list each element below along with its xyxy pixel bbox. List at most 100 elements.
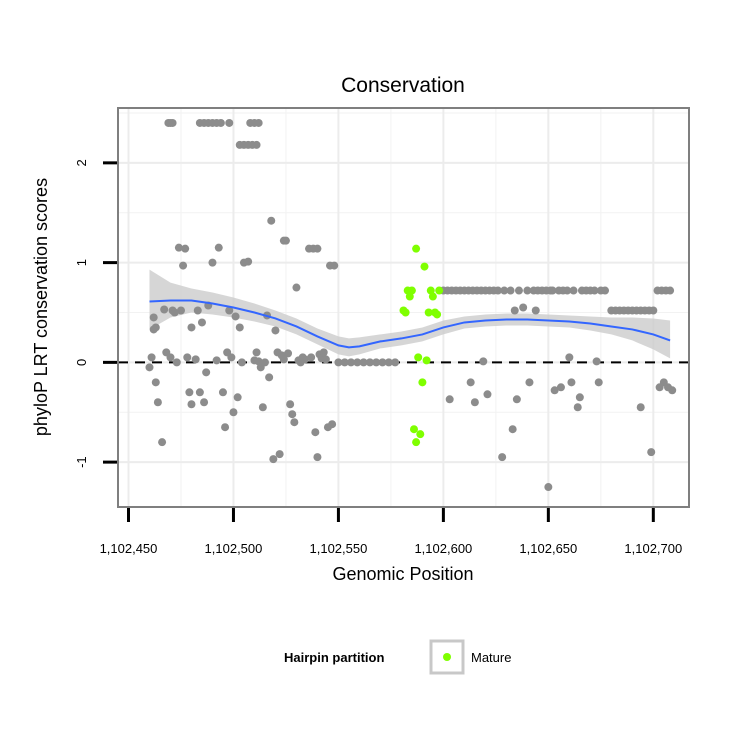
data-point <box>531 306 540 315</box>
data-point <box>391 358 400 367</box>
data-point <box>508 425 517 434</box>
data-point <box>187 323 196 332</box>
data-point <box>231 312 240 321</box>
data-point <box>668 386 677 395</box>
x-tick-label: 1,102,550 <box>310 541 368 556</box>
data-point <box>636 403 645 412</box>
data-point <box>279 355 288 364</box>
data-point <box>200 398 209 407</box>
data-point <box>483 390 492 399</box>
data-point <box>185 388 194 397</box>
data-point <box>307 353 316 362</box>
data-point <box>187 400 196 409</box>
data-point <box>260 358 269 367</box>
y-tick-label: -1 <box>74 456 89 468</box>
data-point <box>181 244 190 253</box>
y-tick-label: 0 <box>74 359 89 366</box>
data-point <box>500 286 509 295</box>
data-point <box>290 418 299 427</box>
chart-title: Conservation <box>341 74 465 97</box>
data-point <box>151 323 160 332</box>
data-point <box>330 261 339 270</box>
data-point <box>445 395 454 404</box>
data-point <box>550 386 559 395</box>
data-point <box>573 403 582 412</box>
data-point <box>258 403 267 412</box>
data-point <box>334 358 343 367</box>
data-point <box>311 428 320 437</box>
data-point <box>592 357 601 366</box>
data-point <box>565 353 574 362</box>
data-point-mature <box>435 286 444 295</box>
data-point <box>153 398 162 407</box>
data-point <box>174 243 183 252</box>
x-tick-label: 1,102,700 <box>624 541 682 556</box>
data-point <box>567 378 576 387</box>
data-point-mature <box>412 244 421 253</box>
data-point <box>151 378 160 387</box>
data-point <box>359 358 368 367</box>
data-point <box>227 353 236 362</box>
data-point <box>544 483 553 492</box>
confidence-band <box>149 269 671 359</box>
data-point <box>183 353 192 362</box>
data-point <box>179 261 188 270</box>
data-point <box>170 308 179 317</box>
data-point <box>252 348 261 357</box>
data-point <box>225 118 234 127</box>
data-point <box>590 286 599 295</box>
data-point <box>594 378 603 387</box>
data-point <box>569 286 578 295</box>
data-point <box>512 395 521 404</box>
legend-key-mature <box>443 653 451 661</box>
x-axis-title: Genomic Position <box>332 564 473 584</box>
data-point-mature <box>414 353 423 362</box>
data-point <box>666 286 675 295</box>
data-point <box>313 244 322 253</box>
data-point <box>647 448 656 457</box>
data-point-mature <box>424 308 433 317</box>
legend: Hairpin partition Mature <box>284 639 511 675</box>
data-point <box>548 286 557 295</box>
data-point <box>202 368 211 377</box>
data-point <box>237 358 246 367</box>
data-point-mature <box>433 310 442 319</box>
data-point <box>493 286 502 295</box>
data-point <box>321 355 330 364</box>
data-point <box>470 398 479 407</box>
data-point <box>563 286 572 295</box>
data-point <box>168 118 177 127</box>
data-point <box>208 258 217 267</box>
data-point <box>372 358 381 367</box>
data-point <box>166 353 175 362</box>
data-point <box>254 118 263 127</box>
data-point <box>556 383 565 392</box>
data-point <box>384 358 393 367</box>
data-point-mature <box>420 262 429 271</box>
x-tick-label: 1,102,450 <box>100 541 158 556</box>
data-point <box>197 318 206 327</box>
data-point <box>271 326 280 335</box>
data-point <box>225 306 234 315</box>
data-point <box>160 305 169 314</box>
data-point <box>149 313 158 322</box>
data-point <box>340 358 349 367</box>
data-point-mature <box>407 286 416 295</box>
data-point <box>498 453 507 462</box>
data-point <box>288 410 297 419</box>
x-axis: 1,102,450 1,102,500 1,102,550 1,102,600 1,10… <box>100 508 682 556</box>
x-tick-label: 1,102,600 <box>414 541 472 556</box>
legend-key-box <box>429 639 465 675</box>
data-point <box>286 400 295 409</box>
x-tick-label: 1,102,650 <box>519 541 577 556</box>
data-point <box>506 286 515 295</box>
data-point <box>313 453 322 462</box>
data-point <box>328 420 337 429</box>
data-point <box>218 388 227 397</box>
data-point-mature <box>422 356 431 365</box>
data-point <box>300 355 309 364</box>
data-point <box>284 349 293 358</box>
data-point <box>601 286 610 295</box>
data-point <box>378 358 387 367</box>
